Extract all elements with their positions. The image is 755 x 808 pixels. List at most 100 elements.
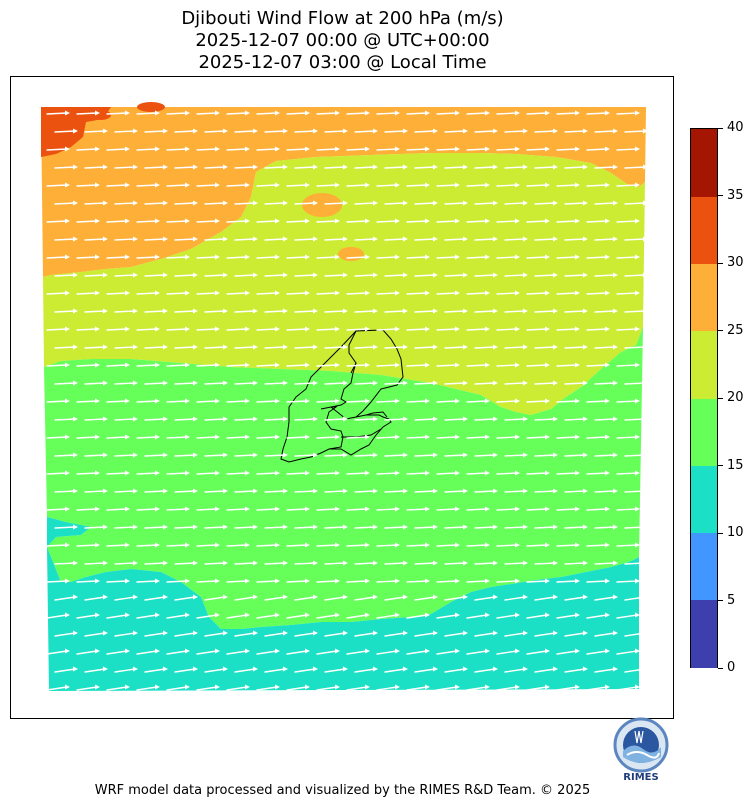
wind-arrow-head bbox=[125, 612, 130, 618]
wind-arrow bbox=[234, 346, 256, 349]
wind-arrow bbox=[594, 310, 616, 313]
wind-arrow bbox=[616, 650, 638, 655]
wind-arrow bbox=[256, 112, 278, 115]
wind-arrow-head bbox=[253, 308, 258, 314]
wind-arrow bbox=[234, 202, 256, 205]
wind-arrow-head bbox=[485, 290, 490, 296]
wind-arrow-head bbox=[395, 254, 400, 260]
wind-arrow bbox=[316, 686, 338, 691]
wind-arrow-head bbox=[125, 542, 130, 548]
wind-arrow-head bbox=[433, 452, 438, 458]
wind-arrow-head bbox=[65, 648, 70, 654]
wind-arrow bbox=[384, 166, 406, 169]
wind-arrow-head bbox=[95, 470, 100, 476]
wind-arrow bbox=[406, 472, 428, 475]
wind-arrow bbox=[616, 292, 638, 295]
wind-arrow-head bbox=[605, 612, 610, 618]
wind-arrow-head bbox=[425, 612, 430, 618]
wind-arrow-head bbox=[65, 326, 70, 332]
wind-arrow-head bbox=[305, 542, 310, 548]
wind-arrow bbox=[466, 400, 488, 403]
wind-arrow bbox=[54, 632, 76, 637]
wind-arrow-head bbox=[545, 326, 550, 332]
wind-arrow bbox=[256, 184, 278, 187]
wind-arrow bbox=[414, 526, 436, 529]
wind-arrow bbox=[316, 364, 338, 367]
wind-arrow-head bbox=[425, 254, 430, 260]
wind-arrow-head bbox=[223, 524, 228, 530]
wind-arrow-head bbox=[553, 236, 558, 242]
wind-arrow bbox=[534, 454, 556, 457]
wind-arrow bbox=[294, 202, 316, 205]
wind-arrow bbox=[594, 166, 616, 169]
wind-arrow-head bbox=[223, 308, 228, 314]
wind-arrow bbox=[586, 650, 608, 655]
wind-arrow-head bbox=[545, 182, 550, 188]
wind-arrow-head bbox=[103, 236, 108, 242]
wind-arrow-head bbox=[493, 524, 498, 530]
wind-arrow bbox=[346, 364, 368, 367]
wind-arrow-head bbox=[455, 684, 460, 690]
wind-arrow-head bbox=[523, 344, 528, 350]
wind-arrow bbox=[54, 596, 76, 601]
wind-arrow-head bbox=[245, 542, 250, 548]
wind-arrow bbox=[144, 668, 166, 673]
wind-arrow-head bbox=[343, 560, 348, 566]
wind-arrow-head bbox=[193, 594, 198, 600]
wind-arrow-head bbox=[223, 200, 228, 206]
wind-arrow-head bbox=[493, 488, 498, 494]
wind-arrow-head bbox=[155, 326, 160, 332]
wind-arrow bbox=[384, 632, 406, 637]
colorbar-tick bbox=[718, 127, 723, 129]
wind-arrow bbox=[414, 166, 436, 169]
wind-arrow bbox=[384, 596, 406, 601]
wind-arrow-head bbox=[583, 488, 588, 494]
wind-arrow bbox=[594, 454, 616, 457]
wind-arrow bbox=[624, 596, 646, 601]
wind-arrow bbox=[586, 686, 608, 691]
wind-arrow bbox=[204, 526, 226, 529]
wind-arrow bbox=[504, 382, 526, 385]
wind-arrow-head bbox=[583, 128, 588, 134]
wind-arrow bbox=[84, 632, 106, 637]
wind-arrow bbox=[474, 310, 496, 313]
wind-arrow bbox=[114, 668, 136, 673]
wind-arrow-head bbox=[223, 128, 228, 134]
wind-arrow bbox=[534, 668, 556, 673]
wind-arrow bbox=[376, 472, 398, 475]
wind-arrow-head bbox=[185, 362, 190, 368]
wind-arrow bbox=[624, 632, 646, 637]
wind-arrow-head bbox=[275, 648, 280, 654]
wind-arrow bbox=[436, 184, 458, 187]
wind-arrow bbox=[294, 274, 316, 277]
wind-arrow bbox=[226, 184, 248, 187]
wind-arrow bbox=[144, 490, 166, 493]
wind-arrow-head bbox=[643, 452, 648, 458]
wind-arrow bbox=[46, 328, 68, 331]
wind-arrow-head bbox=[425, 542, 430, 548]
wind-arrow-head bbox=[583, 524, 588, 530]
wind-arrow bbox=[316, 184, 338, 187]
wind-arrow bbox=[556, 686, 578, 691]
wind-arrow-head bbox=[193, 380, 198, 386]
colorbar-tick-label: 25 bbox=[727, 322, 744, 338]
wind-arrow bbox=[384, 490, 406, 493]
wind-arrow bbox=[406, 328, 428, 331]
wind-arrow-head bbox=[133, 560, 138, 566]
wind-arrow-head bbox=[95, 254, 100, 260]
wind-arrow bbox=[84, 310, 106, 313]
wind-arrow-head bbox=[463, 594, 468, 600]
wind-arrow bbox=[76, 328, 98, 331]
wind-arrow-head bbox=[253, 236, 258, 242]
wind-arrow bbox=[406, 112, 428, 115]
wind-arrow-head bbox=[455, 182, 460, 188]
wind-arrow-head bbox=[515, 470, 520, 476]
wind-arrow-head bbox=[485, 326, 490, 332]
wind-arrow bbox=[534, 310, 556, 313]
wind-arrow-head bbox=[245, 362, 250, 368]
wind-arrow-head bbox=[103, 344, 108, 350]
wind-arrow-head bbox=[223, 560, 228, 566]
wind-arrow-head bbox=[245, 290, 250, 296]
wind-arrow bbox=[136, 686, 158, 691]
colorbar-segment bbox=[691, 599, 717, 668]
